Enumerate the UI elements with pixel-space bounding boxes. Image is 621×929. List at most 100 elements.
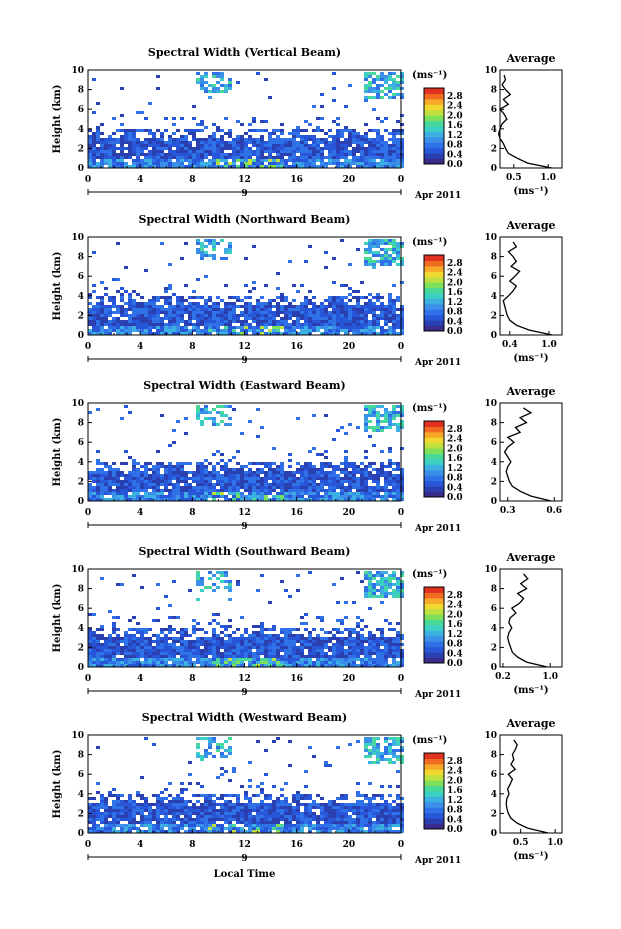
heatmap-cell (368, 305, 372, 308)
heatmap-cell (228, 655, 232, 658)
heatmap-cell (228, 649, 232, 652)
heatmap-cell (332, 99, 336, 102)
heatmap-cell (112, 329, 116, 332)
heatmap-cell (100, 138, 104, 141)
heatmap-cell (208, 90, 212, 93)
heatmap-cell (320, 649, 324, 652)
heatmap-cell (368, 492, 372, 495)
heatmap-cell (272, 462, 276, 465)
heatmap-cell (260, 631, 264, 634)
heatmap-cell (160, 414, 164, 417)
heatmap-cell (400, 147, 404, 150)
heatmap-cell (100, 141, 104, 144)
heatmap-cell (260, 622, 264, 625)
heatmap-cell (272, 156, 276, 159)
heatmap-cell (212, 245, 216, 248)
heatmap-cell (332, 323, 336, 326)
heatmap-cell (220, 144, 224, 147)
heatmap-cell (212, 492, 216, 495)
heatmap-cell (200, 649, 204, 652)
heatmap-cell (100, 305, 104, 308)
heatmap-cell (324, 141, 328, 144)
heatmap-cell (176, 640, 180, 643)
average-y-tick-label: 6 (491, 272, 497, 282)
heatmap-cell (144, 138, 148, 141)
heatmap-cell (100, 165, 104, 168)
heatmap-cell (100, 492, 104, 495)
heatmap-cell (104, 323, 108, 326)
heatmap-cell (232, 824, 236, 827)
heatmap-cell (264, 326, 268, 329)
heatmap-cell (88, 495, 92, 498)
heatmap-cell (368, 465, 372, 468)
heatmap-cell (348, 465, 352, 468)
heatmap-cell (176, 129, 180, 132)
heatmap-cell (180, 141, 184, 144)
heatmap-cell (296, 162, 300, 165)
heatmap-cell (308, 661, 312, 664)
heatmap-cell (284, 159, 288, 162)
heatmap-cell (268, 150, 272, 153)
heatmap-cell (264, 477, 268, 480)
heatmap-cell (232, 477, 236, 480)
heatmap-cell (384, 640, 388, 643)
heatmap-cell (184, 788, 188, 791)
heatmap-cell (320, 495, 324, 498)
heatmap-cell (132, 329, 136, 332)
heatmap-cell (232, 664, 236, 667)
heatmap-cell (360, 580, 364, 583)
heatmap-cell (188, 144, 192, 147)
heatmap-cell (200, 248, 204, 251)
heatmap-cell (156, 156, 160, 159)
heatmap-cell (148, 806, 152, 809)
heatmap-cell (116, 640, 120, 643)
heatmap-cell (388, 471, 392, 474)
heatmap-cell (392, 147, 396, 150)
heatmap-cell (176, 492, 180, 495)
heatmap-cell (352, 305, 356, 308)
heatmap-cell (256, 631, 260, 634)
heatmap-cell (324, 637, 328, 640)
heatmap-cell (200, 251, 204, 254)
heatmap-cell (96, 165, 100, 168)
heatmap-cell (148, 468, 152, 471)
heatmap-cell (224, 649, 228, 652)
heatmap-cell (368, 329, 372, 332)
heatmap-cell (288, 156, 292, 159)
heatmap-cell (180, 782, 184, 785)
x-tick-label: 12 (238, 175, 251, 185)
heatmap-cell (288, 302, 292, 305)
heatmap-cell (192, 477, 196, 480)
heatmap-cell (380, 465, 384, 468)
heatmap-cell (264, 311, 268, 314)
heatmap-cell (92, 141, 96, 144)
heatmap-cell (156, 643, 160, 646)
heatmap-cell (304, 477, 308, 480)
heatmap-cell (152, 323, 156, 326)
heatmap-cell (336, 652, 340, 655)
heatmap-cell (364, 84, 368, 87)
colorbar-unit: (ms⁻¹) (412, 70, 447, 81)
heatmap-cell (340, 661, 344, 664)
heatmap-cell (392, 245, 396, 248)
heatmap-cell (116, 800, 120, 803)
colorbar-segment (424, 153, 444, 160)
heatmap-cell (184, 138, 188, 141)
heatmap-cell (348, 649, 352, 652)
heatmap-cell (316, 634, 320, 637)
heatmap-cell (120, 809, 124, 812)
heatmap-cell (124, 809, 128, 812)
heatmap-cell (160, 640, 164, 643)
heatmap-cell (348, 498, 352, 501)
heatmap-cell (224, 818, 228, 821)
heatmap-cell (312, 162, 316, 165)
heatmap-cell (132, 153, 136, 156)
heatmap-cell (164, 655, 168, 658)
heatmap-cell (292, 332, 296, 335)
heatmap-cell (128, 818, 132, 821)
heatmap-cell (208, 474, 212, 477)
x-tick-label: 4 (137, 674, 143, 684)
heatmap-cell (136, 462, 140, 465)
heatmap-cell (280, 144, 284, 147)
heatmap-cell (228, 468, 232, 471)
